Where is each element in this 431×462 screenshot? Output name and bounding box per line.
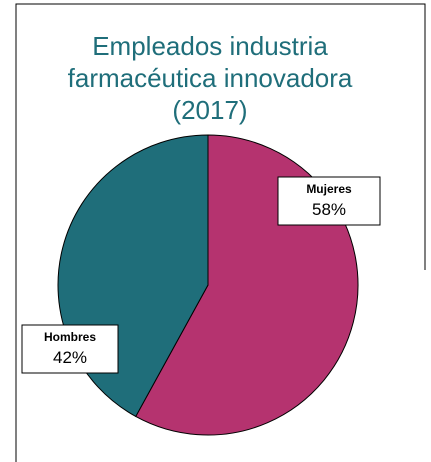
label-box — [277, 176, 381, 226]
label-box — [21, 324, 119, 374]
slice-value: 58% — [312, 200, 346, 219]
frame — [15, 3, 426, 462]
chart-title: Empleados industria farmacéutica innovad… — [67, 31, 353, 125]
slice-value: 42% — [53, 348, 87, 367]
slice-label: Hombres — [44, 330, 96, 344]
slice-label: Mujeres — [306, 182, 352, 196]
